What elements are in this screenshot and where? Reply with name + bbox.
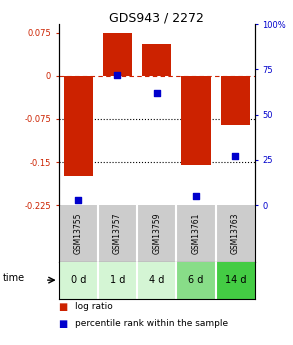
Text: ■: ■ <box>59 302 68 312</box>
Point <box>76 197 81 203</box>
Text: time: time <box>3 273 25 283</box>
Text: 0 d: 0 d <box>71 275 86 285</box>
Text: GSM13759: GSM13759 <box>152 213 161 254</box>
Text: GSM13757: GSM13757 <box>113 213 122 254</box>
Text: percentile rank within the sample: percentile rank within the sample <box>75 319 228 328</box>
Text: 6 d: 6 d <box>188 275 204 285</box>
Text: GSM13763: GSM13763 <box>231 213 240 254</box>
Text: ■: ■ <box>59 319 68 329</box>
Bar <box>59 262 98 298</box>
Text: GSM13755: GSM13755 <box>74 213 83 254</box>
Bar <box>64 76 93 176</box>
Bar <box>137 262 176 298</box>
Text: log ratio: log ratio <box>75 302 113 311</box>
Title: GDS943 / 2272: GDS943 / 2272 <box>109 11 204 24</box>
Point <box>154 90 159 96</box>
Bar <box>216 262 255 298</box>
Text: 4 d: 4 d <box>149 275 164 285</box>
Bar <box>221 76 250 125</box>
Bar <box>181 76 211 165</box>
Text: 14 d: 14 d <box>224 275 246 285</box>
Point <box>115 72 120 78</box>
Bar <box>98 262 137 298</box>
Text: GSM13761: GSM13761 <box>192 213 200 254</box>
Point <box>233 154 238 159</box>
Bar <box>176 262 216 298</box>
Text: 1 d: 1 d <box>110 275 125 285</box>
Point <box>194 193 198 199</box>
Bar <box>142 44 171 76</box>
Bar <box>103 33 132 76</box>
